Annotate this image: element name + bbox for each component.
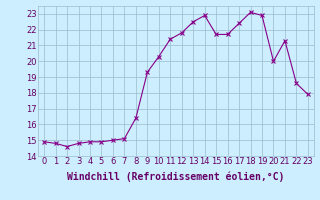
X-axis label: Windchill (Refroidissement éolien,°C): Windchill (Refroidissement éolien,°C) [67,172,285,182]
